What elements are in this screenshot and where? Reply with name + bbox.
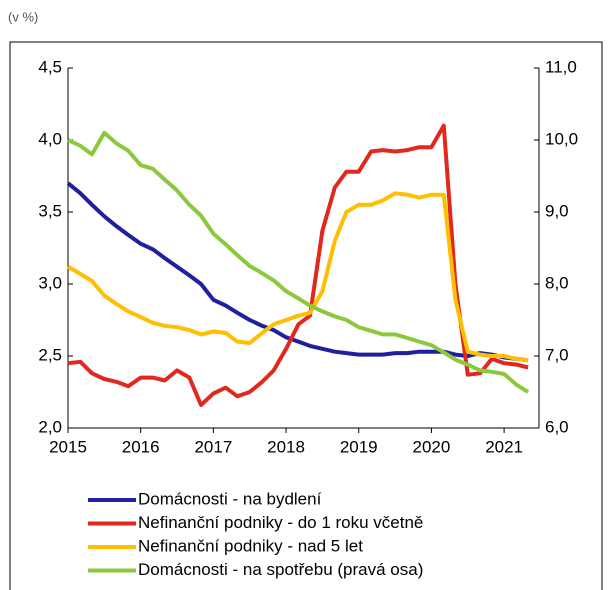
y2-tick-label: 7,0 (545, 345, 569, 364)
y2-tick-label: 10,0 (545, 129, 578, 148)
unit-note: (v %) (8, 9, 38, 24)
y-tick-label: 3,5 (38, 201, 62, 220)
y2-tick-label: 11,0 (545, 57, 577, 76)
legend-label: Domácnosti - na bydlení (138, 489, 322, 508)
x-tick-label: 2021 (485, 437, 523, 456)
x-tick-label: 2018 (267, 437, 305, 456)
y-tick-label: 4,5 (38, 57, 62, 76)
y2-tick-label: 9,0 (545, 201, 569, 220)
x-tick-label: 2019 (340, 437, 378, 456)
y-tick-label: 2,5 (38, 345, 62, 364)
y-tick-label: 2,0 (38, 417, 62, 436)
y-tick-label: 3,0 (38, 273, 62, 292)
x-tick-label: 2020 (413, 437, 451, 456)
x-tick-label: 2017 (194, 437, 232, 456)
legend-label: Nefinanční podniky - nad 5 let (138, 536, 363, 555)
series-line (66, 181, 529, 363)
y2-tick-label: 8,0 (545, 273, 569, 292)
legend-label: Domácnosti - na spotřebu (pravá osa) (138, 560, 423, 579)
y2-tick-label: 6,0 (545, 417, 569, 436)
series-line (67, 130, 530, 394)
legend-label: Nefinanční podniky - do 1 roku včetně (138, 513, 423, 532)
series-line (67, 123, 529, 407)
series-line (66, 191, 529, 363)
chart-frame (9, 41, 603, 590)
y-tick-label: 4,0 (38, 129, 62, 148)
x-tick-label: 2015 (49, 437, 87, 456)
x-tick-label: 2016 (122, 437, 160, 456)
